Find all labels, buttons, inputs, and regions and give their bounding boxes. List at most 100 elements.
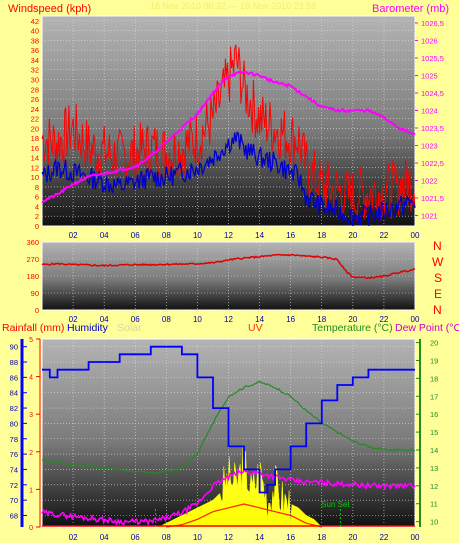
x-tick-label: 08: [162, 533, 171, 542]
weather-series: [41, 345, 416, 528]
windspeed-tick: 42: [31, 17, 39, 26]
humidity-tick: 68: [10, 511, 18, 520]
uv-line: [166, 503, 322, 528]
windspeed-tick: 2: [35, 212, 39, 221]
barometer-tick-label: 1022: [421, 177, 438, 186]
temperature-tick: 13: [430, 464, 438, 473]
humidity-tick-labels: 68 70 72 74 76 78 80 82 84 86 88 90: [10, 339, 27, 527]
x-tick-label: 12: [224, 533, 233, 542]
dewpoint-line: [41, 468, 416, 527]
rainfall-tick: 0: [29, 525, 33, 532]
x-tick-label: 04: [100, 533, 109, 542]
humidity-tick: 72: [10, 481, 18, 490]
x-tick-label: 06: [131, 231, 140, 240]
temperature-axis-title: Temperature (°C): [312, 322, 393, 334]
windspeed-tick: 18: [31, 134, 39, 143]
rainfall-tick: 1: [29, 487, 33, 494]
temperature-tick: 11: [430, 500, 438, 509]
humidity-tick: 86: [10, 373, 18, 382]
barometer-tick-label: 1026: [421, 37, 438, 46]
humidity-tick: 78: [10, 435, 18, 444]
direction-tick: 90: [31, 289, 39, 298]
barometer-tick-label: 1024,5: [421, 89, 444, 98]
x-tick-label: 14: [255, 533, 264, 542]
compass-labels: N W S E N: [432, 239, 444, 317]
rainfall-tick: 2: [29, 450, 33, 457]
solar-axis-title: Solar: [117, 322, 142, 334]
dewpoint-axis-title: Dew Point (°C): [395, 322, 459, 334]
x-tick-label: 16: [286, 231, 295, 240]
temperature-line: [41, 380, 416, 475]
barometer-axis-title: Barometer (mb): [372, 3, 449, 15]
x-tick-label: 20: [348, 533, 357, 542]
wind-series: [41, 44, 416, 227]
x-tick-label: 08: [162, 315, 171, 324]
windspeed-tick: 12: [31, 163, 39, 172]
windspeed-tick: 30: [31, 75, 39, 84]
temperature-tick-labels: 10 11 12 13 14 15 16 17 18 19 20: [416, 339, 438, 527]
x-tick-label: 14: [255, 315, 264, 324]
temperature-tick: 20: [430, 339, 438, 348]
sun-markers: Sun Set: [154, 500, 350, 527]
weather-x-tick-labels: 02 04 06 08 10 12 14 16 18 20 22 00: [69, 533, 420, 542]
direction-tick-labels: 0 90 180 270 360: [26, 238, 39, 315]
windspeed-gust-line: [41, 44, 416, 222]
humidity-tick: 76: [10, 450, 18, 459]
humidity-tick: 88: [10, 358, 18, 367]
x-tick-label: 10: [193, 315, 202, 324]
windspeed-tick: 6: [35, 193, 39, 202]
x-tick-label: 18: [317, 231, 326, 240]
x-tick-label: 20: [348, 315, 357, 324]
compass-e: E: [434, 287, 442, 301]
compass-s: S: [434, 271, 442, 285]
windspeed-tick: 8: [35, 183, 39, 192]
windspeed-tick: 22: [31, 115, 39, 124]
x-tick-label: 00: [411, 231, 420, 240]
date-range-header: 18 Nov 2010 06:32 — 18 Nov 2010 23:59: [150, 1, 316, 11]
x-tick-label: 18: [317, 315, 326, 324]
temperature-tick: 15: [430, 428, 438, 437]
x-tick-label: 22: [379, 533, 388, 542]
x-tick-label: 16: [286, 533, 295, 542]
x-tick-label: 18: [317, 533, 326, 542]
barometer-tick-label: 1026,5: [421, 19, 444, 28]
windspeed-tick: 40: [31, 27, 39, 36]
direction-tick: 0: [35, 306, 39, 315]
windspeed-tick: 24: [31, 105, 39, 114]
compass-n-bottom: N: [433, 303, 442, 317]
direction-x-tick-labels: 02 04 06 08 10 12 14 16 18 20 22 00: [69, 315, 420, 324]
x-tick-label: 08: [162, 231, 171, 240]
windspeed-tick: 0: [35, 222, 39, 231]
humidity-tick: 74: [10, 465, 18, 474]
x-tick-label: 12: [224, 315, 233, 324]
direction-grid: [42, 241, 416, 311]
x-tick-label: 02: [69, 533, 78, 542]
uv-axis-title: UV: [248, 322, 263, 334]
barometer-line: [41, 70, 416, 204]
x-tick-label: 04: [100, 231, 109, 240]
x-tick-label: 00: [411, 315, 420, 324]
x-tick-label: 14: [255, 231, 264, 240]
x-tick-label: 10: [193, 231, 202, 240]
x-tick-label: 22: [379, 231, 388, 240]
x-tick-label: 06: [131, 315, 140, 324]
windspeed-tick: 4: [35, 202, 39, 211]
x-tick-label: 00: [411, 533, 420, 542]
windspeed-tick: 38: [31, 36, 39, 45]
windspeed-tick: 20: [31, 124, 39, 133]
humidity-tick: 90: [10, 343, 18, 352]
humidity-line: [42, 345, 415, 494]
temperature-tick: 17: [430, 392, 438, 401]
direction-series: [41, 253, 416, 280]
humidity-tick: 80: [10, 419, 18, 428]
rainfall-tick: 3: [29, 412, 33, 419]
direction-tick: 270: [26, 255, 39, 264]
barometer-tick-label: 1025: [421, 72, 438, 81]
x-tick-label: 06: [131, 533, 140, 542]
compass-n-top: N: [433, 239, 442, 253]
windspeed-tick: 16: [31, 144, 39, 153]
direction-tick: 180: [26, 272, 39, 281]
x-tick-label: 22: [379, 315, 388, 324]
x-tick-label: 04: [100, 315, 109, 324]
